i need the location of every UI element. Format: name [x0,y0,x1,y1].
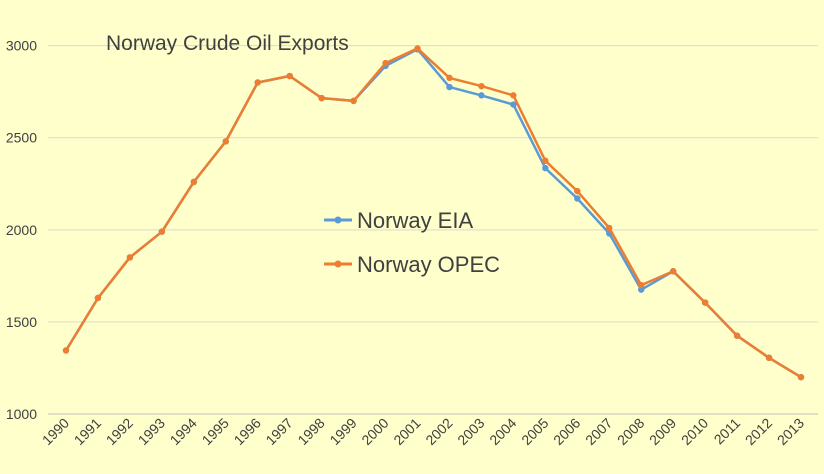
data-point [350,97,357,105]
legend-marker [334,216,342,224]
y-tick-label: 3000 [6,38,37,54]
data-point [222,138,229,145]
series-2 [62,45,805,381]
data-point [446,74,453,82]
data-point [382,59,389,67]
y-tick-label: 1000 [6,406,37,422]
legend-item: Norway EIA [324,208,473,233]
legend-label: Norway EIA [357,208,473,233]
gridlines [48,45,818,323]
data-point [318,94,325,102]
data-point [190,178,198,186]
y-tick-label: 2000 [6,222,37,238]
data-point [510,92,517,99]
data-point [638,281,645,289]
data-point [606,224,613,232]
data-point [701,299,709,306]
data-point [286,72,293,80]
data-point [94,294,102,302]
data-point [765,354,773,362]
data-point [62,347,70,354]
data-point [158,228,166,235]
data-point [574,195,581,202]
data-point [478,82,485,90]
legend-label: Norway OPEC [357,252,500,277]
series-line [64,47,802,379]
y-tick-label: 1500 [6,314,37,330]
data-point [638,286,645,293]
data-point [733,332,741,339]
data-point [254,79,261,86]
data-point [574,187,581,195]
data-point [542,157,549,164]
y-axis-tick-labels: 1000 1500 2000 2500 3000 [6,38,37,422]
data-point [126,254,134,261]
chart-title: Norway Crude Oil Exports [106,32,349,55]
legend-marker [334,260,342,268]
data-point [510,101,517,108]
y-tick-label: 2500 [6,130,37,146]
data-point [446,83,453,91]
data-point [542,164,549,172]
series-layer [62,45,805,381]
data-point [414,45,421,52]
legend: Norway EIA Norway OPEC [324,208,500,277]
legend-item: Norway OPEC [324,252,500,277]
data-point [797,373,805,381]
data-point [478,92,485,99]
data-point [669,268,677,275]
